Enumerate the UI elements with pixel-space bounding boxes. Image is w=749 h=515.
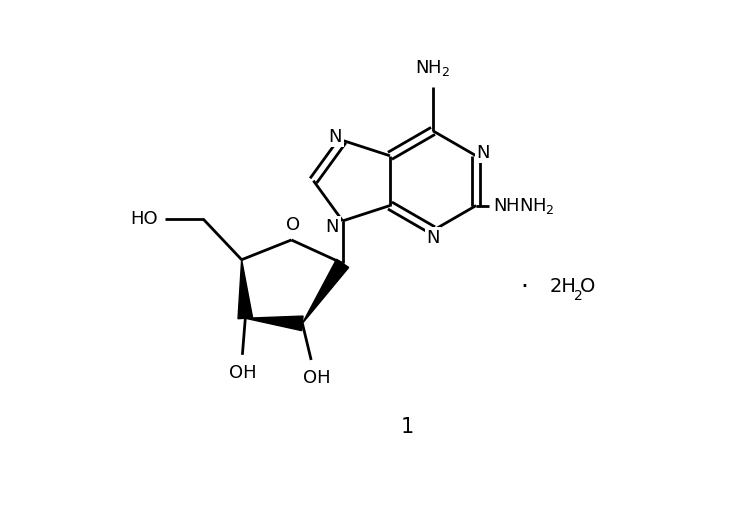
Polygon shape	[238, 260, 252, 319]
Text: 1: 1	[401, 417, 414, 437]
Text: N: N	[329, 128, 342, 146]
Polygon shape	[303, 259, 349, 323]
Text: N: N	[326, 218, 339, 236]
Text: N: N	[426, 229, 440, 247]
Polygon shape	[246, 316, 303, 331]
Text: 2: 2	[574, 288, 583, 302]
Text: N: N	[476, 144, 490, 162]
Text: HO: HO	[130, 211, 157, 229]
Text: ·: ·	[521, 275, 529, 299]
Text: O: O	[286, 216, 300, 234]
Text: OH: OH	[303, 369, 331, 387]
Text: O: O	[580, 277, 595, 296]
Text: 2H: 2H	[550, 277, 577, 296]
Text: NH$_2$: NH$_2$	[416, 58, 451, 78]
Text: NHNH$_2$: NHNH$_2$	[493, 196, 555, 216]
Text: OH: OH	[228, 364, 256, 382]
